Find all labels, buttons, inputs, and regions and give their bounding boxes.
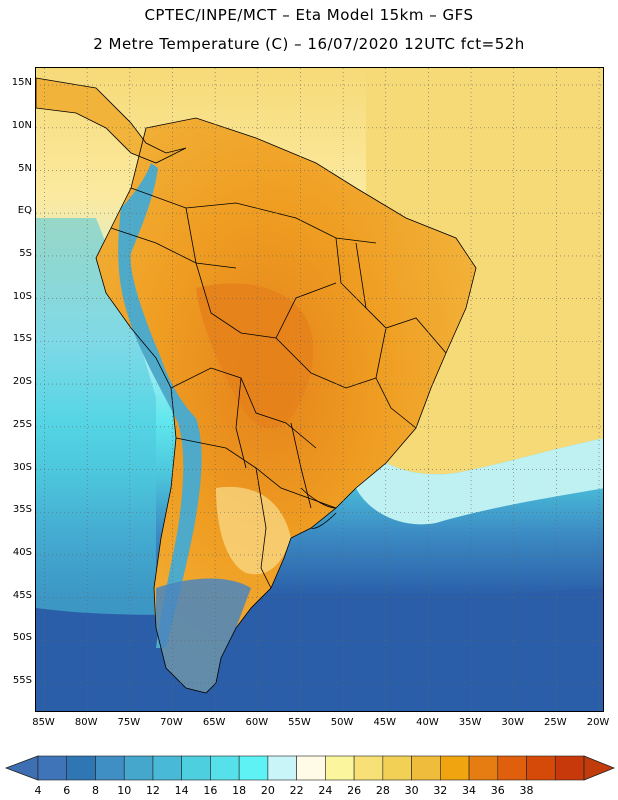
lat-label: 30S [12,461,32,473]
lat-label: 50S [12,632,32,644]
colorbar-tick-label: 18 [232,784,247,797]
lat-label: 15N [11,77,32,89]
colorbar-tick-label: 10 [117,784,132,797]
lon-label: 50W [330,717,354,728]
lat-label: 5N [18,162,32,174]
atlantic-pale-zone [356,438,603,525]
colorbar-cell [210,755,240,781]
lon-label: 55W [288,717,311,728]
lon-label: 80W [74,717,98,728]
temperature-map[interactable] [35,67,604,712]
lon-label: 40W [416,717,439,728]
colorbar-tick-label: 16 [203,784,218,797]
colorbar-cell [554,755,585,781]
lat-label: 20S [12,376,32,388]
colorbar-tick-label: 14 [174,784,189,797]
colorbar-cell [497,755,527,781]
colorbar-tick-label: 38 [519,784,534,797]
lon-label: 30W [501,717,525,728]
country-borders [36,77,477,694]
colorbar-cell [152,755,182,781]
colorbar-cell [296,755,326,781]
colorbar-cell [325,755,355,781]
colorbar-cell [238,755,269,781]
colorbar-max-arrow [583,755,616,781]
map-subtitle: 2 Metre Temperature (C) – 16/07/2020 12U… [93,35,525,53]
colorbar-tick-label: 28 [375,784,390,797]
colorbar-tick-label: 4 [34,784,42,797]
andes-cold-strip [118,163,202,648]
lat-label: 45S [12,589,32,601]
lon-label: 35W [458,717,482,728]
colorbar-cell [382,755,412,781]
colorbar-cell [267,755,297,781]
colorbar-cell [95,755,125,781]
lat-label: 10N [11,119,32,131]
pacific-cold-zone [36,218,156,711]
colorbar-tick-label: 20 [260,784,275,797]
colorbar-tick-label: 12 [145,784,160,797]
colorbar-tick-label: 8 [91,784,99,797]
lon-label: 60W [245,717,269,728]
colorbar-cell [353,755,384,781]
lon-label: 45W [373,717,397,728]
colorbar-cell [181,755,211,781]
colorbar-tick-label: 6 [63,784,71,797]
graticule [36,68,603,711]
continent [36,78,476,693]
colorbar-tick-label: 26 [347,784,362,797]
colorbar-min-arrow [4,755,39,781]
lat-label: 10S [12,290,32,302]
colorbar-cell [440,755,470,781]
colorbar-cell [66,755,96,781]
lon-label: 85W [32,717,55,728]
lon-label: 20W [586,717,610,728]
colorbar-tick-label: 32 [433,784,448,797]
colorbar-cell [526,755,556,781]
lon-label: 75W [117,717,141,728]
colorbar [4,755,616,781]
map-title: CPTEC/INPE/MCT – Eta Model 15km – GFS [144,6,474,24]
lat-label: 40S [12,546,32,558]
central-america [36,78,186,163]
colorbar-tick-label: 22 [289,784,304,797]
map-canvas [36,68,603,711]
lon-label: 65W [202,717,226,728]
lat-label: EQ [17,205,32,217]
patagonia-region [156,578,251,693]
lon-label: 25W [544,717,567,728]
pampas-region [216,486,291,575]
colorbar-tick-label: 34 [462,784,477,797]
lat-label: 25S [12,418,32,430]
colorbar-tick-label: 24 [318,784,333,797]
colorbar-tick-label: 36 [490,784,505,797]
colorbar-cell [411,755,441,781]
colorbar-cell [123,755,154,781]
colorbar-cell [468,755,499,781]
colorbar-cell [37,755,68,781]
lat-label: 5S [19,247,32,259]
lon-label: 70W [160,717,183,728]
lat-label: 55S [12,675,32,687]
interior-hot-core [196,283,314,429]
lat-label: 35S [12,504,32,516]
lat-label: 15S [12,333,32,345]
colorbar-tick-label: 30 [404,784,419,797]
